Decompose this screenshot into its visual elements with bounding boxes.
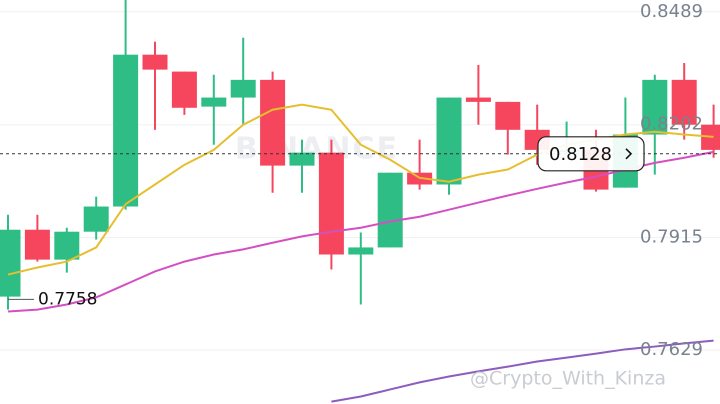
candle-body xyxy=(260,79,286,166)
candle-body xyxy=(671,79,697,125)
candle-body xyxy=(24,229,50,260)
candle-body xyxy=(318,152,344,255)
y-tick-label: 0.8489 xyxy=(640,1,703,22)
low-marker-label: 0.7758 xyxy=(38,289,97,309)
candle-body xyxy=(142,54,168,70)
y-tick-label: 0.7915 xyxy=(640,227,703,248)
y-tick-label: 0.7629 xyxy=(640,339,703,360)
price-tag-box xyxy=(537,136,645,172)
candle-body xyxy=(0,229,21,297)
credit: @Crypto_With_Kinza xyxy=(470,368,666,390)
candle-body xyxy=(171,71,197,108)
ma-line xyxy=(331,339,714,403)
candle-body xyxy=(201,97,227,107)
candle-body xyxy=(377,172,403,248)
watermark: BINANCE xyxy=(235,132,399,167)
candle-body xyxy=(465,97,491,102)
ma-line xyxy=(7,150,714,313)
candle-body xyxy=(54,231,80,260)
candle-body xyxy=(230,79,256,98)
y-tick-label: 0.8202 xyxy=(640,114,703,135)
candle-body xyxy=(113,54,139,207)
candle-body xyxy=(436,97,462,185)
candle-body xyxy=(642,79,668,135)
price-tag-label: 0.8128 xyxy=(549,144,612,165)
candle-body xyxy=(495,101,521,130)
candle-body xyxy=(348,247,374,255)
price-tag-chevron xyxy=(625,148,633,160)
candle-body xyxy=(83,206,109,232)
candle-body xyxy=(289,152,315,166)
